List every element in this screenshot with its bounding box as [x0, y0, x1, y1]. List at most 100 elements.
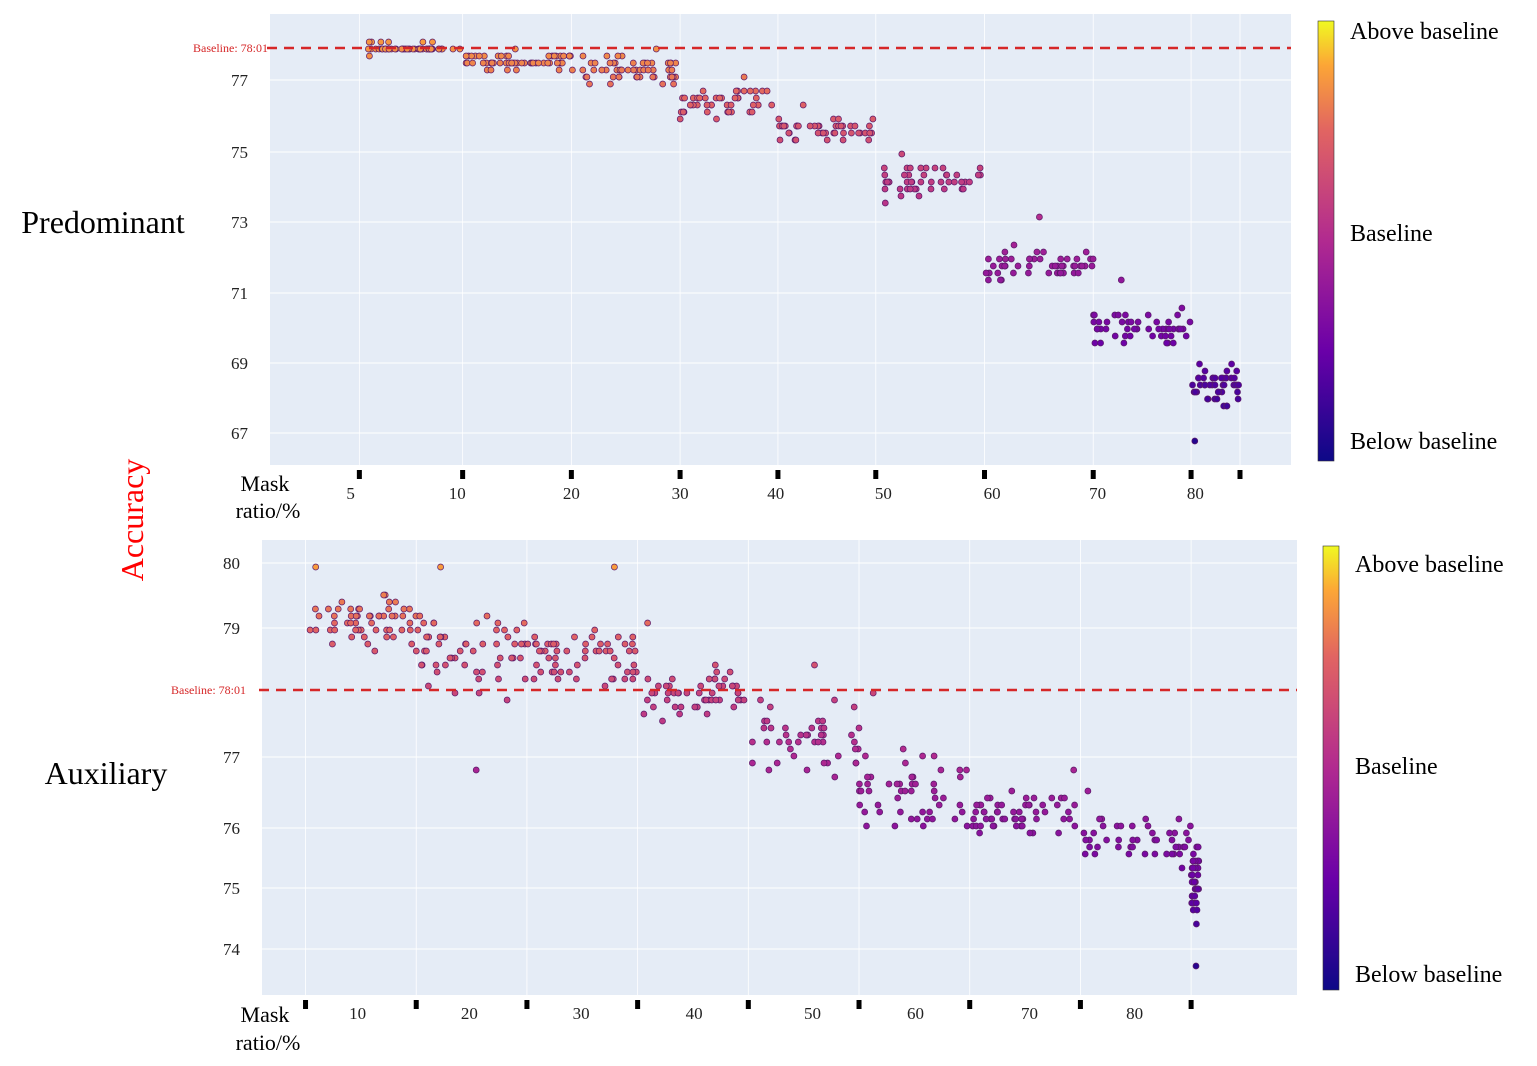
data-point	[495, 675, 502, 683]
data-point	[425, 682, 432, 690]
data-point	[496, 59, 504, 67]
data-point	[1190, 850, 1197, 858]
data-point	[356, 605, 363, 613]
data-point	[483, 612, 491, 620]
data-point	[1071, 262, 1079, 270]
data-point	[861, 808, 869, 816]
data-point	[899, 745, 907, 753]
data-point	[908, 773, 916, 781]
data-point	[702, 696, 710, 704]
data-point	[998, 801, 1006, 809]
data-point	[597, 640, 604, 648]
data-point	[1181, 843, 1189, 851]
row-label: Auxiliary	[45, 755, 168, 791]
data-point	[400, 605, 408, 613]
data-point	[633, 73, 641, 81]
data-point	[817, 731, 825, 739]
data-point	[1063, 255, 1071, 263]
data-point	[982, 815, 990, 823]
data-point	[545, 654, 553, 662]
data-point	[963, 766, 970, 774]
x-interval-marker	[1077, 1000, 1083, 1009]
data-point	[973, 801, 980, 809]
data-point	[530, 675, 538, 683]
y-tick-label: 67	[231, 424, 249, 443]
x-interval-marker	[967, 1000, 973, 1009]
x-tick-label: 70	[1021, 1004, 1038, 1023]
data-point	[996, 255, 1003, 263]
data-point	[524, 640, 532, 648]
data-point	[429, 38, 436, 46]
data-point	[901, 171, 908, 179]
data-point	[668, 675, 676, 683]
data-point	[437, 563, 444, 571]
data-point	[919, 752, 926, 760]
data-point	[897, 192, 905, 200]
data-point	[573, 661, 581, 669]
data-point	[1058, 262, 1066, 270]
data-point	[763, 87, 771, 95]
colorbar-bottom-label: Below baseline	[1355, 962, 1502, 988]
data-point	[473, 619, 481, 627]
data-point	[686, 101, 694, 109]
data-point	[479, 59, 487, 67]
x-interval-marker	[460, 470, 466, 479]
data-point	[814, 738, 822, 746]
data-point	[423, 647, 430, 655]
data-point	[606, 59, 614, 67]
predominant-panel: Baseline: 78:01 67 69 71 73 75 77 5 10 20 30 40 50…	[21, 14, 1291, 523]
data-point	[520, 619, 528, 627]
data-point	[811, 661, 818, 669]
data-point	[891, 822, 899, 830]
data-point	[837, 122, 845, 130]
x-tick-label: 60	[984, 484, 1001, 503]
data-point	[1111, 332, 1119, 340]
data-point	[976, 164, 984, 172]
data-point	[518, 59, 526, 67]
x-axis-markers	[303, 1000, 1194, 1009]
data-point	[980, 808, 988, 816]
data-point	[659, 80, 667, 88]
data-point	[1189, 871, 1196, 879]
x-interval-marker	[873, 470, 879, 479]
data-point	[569, 66, 576, 74]
x-interval-marker	[1188, 1000, 1194, 1009]
data-point	[554, 675, 562, 683]
data-point	[1163, 850, 1170, 858]
x-tick-label: 80	[1187, 484, 1204, 503]
data-point	[691, 703, 699, 711]
y-axis-ticks: 74 75 76 77 79 80	[223, 554, 241, 959]
data-point	[595, 647, 603, 655]
data-point	[372, 626, 380, 634]
x-tick-label: 20	[563, 484, 580, 503]
data-point	[630, 66, 637, 74]
data-point	[1002, 255, 1009, 263]
data-point	[1115, 843, 1122, 851]
data-point	[927, 185, 935, 193]
data-point	[1145, 325, 1153, 333]
x-tick-label: 5	[346, 484, 355, 503]
data-point	[715, 682, 723, 690]
data-point	[958, 178, 965, 186]
data-point	[790, 752, 798, 760]
data-point	[676, 710, 683, 718]
data-point	[795, 122, 802, 130]
data-point	[930, 752, 938, 760]
data-point	[629, 640, 636, 648]
y-tick-label: 76	[223, 819, 240, 838]
data-point	[1007, 255, 1015, 263]
data-point	[894, 794, 902, 802]
data-point	[1091, 311, 1098, 319]
data-point	[462, 640, 470, 648]
data-point	[531, 633, 539, 641]
data-point	[475, 52, 483, 60]
data-point	[1089, 255, 1097, 263]
data-point	[935, 801, 943, 809]
data-point	[1057, 269, 1064, 277]
data-point	[1191, 892, 1199, 900]
data-point	[674, 689, 682, 697]
x-interval-marker	[356, 470, 362, 479]
data-point	[1066, 815, 1073, 823]
data-point	[406, 605, 413, 613]
data-point	[937, 178, 945, 186]
